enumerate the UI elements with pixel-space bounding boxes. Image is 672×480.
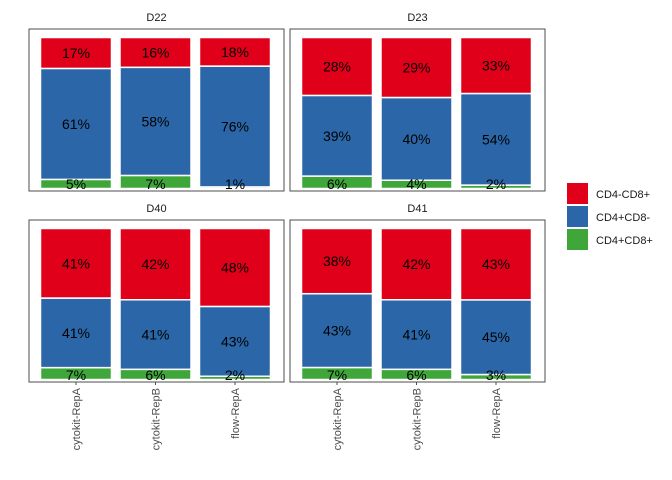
facet-panel-d23: D23 6% 39% 28% 4% 40% 29% 2% 54% 33% xyxy=(289,12,546,192)
data-label: 43% xyxy=(323,323,351,339)
panel-border xyxy=(28,28,285,192)
data-label: 43% xyxy=(221,333,249,349)
bar-segment xyxy=(39,297,113,369)
x-tick-label: cytokit-RepB xyxy=(412,388,424,450)
bar-segment xyxy=(380,36,453,99)
panel-title: D22 xyxy=(146,12,166,24)
bar-segment xyxy=(300,292,374,369)
data-label: 16% xyxy=(141,44,169,60)
panel-border xyxy=(28,219,285,383)
data-label: 28% xyxy=(323,58,351,74)
data-label: 76% xyxy=(221,119,249,135)
bar-segment xyxy=(198,36,272,67)
data-label: 18% xyxy=(221,44,249,60)
bar-segment xyxy=(39,67,113,181)
data-label: 38% xyxy=(323,253,351,269)
data-label: 54% xyxy=(482,131,510,147)
data-label: 41% xyxy=(402,327,430,343)
bar-segment xyxy=(459,36,533,95)
bar-segment xyxy=(119,36,192,69)
data-label: 4% xyxy=(406,176,426,192)
bar-segment xyxy=(459,92,533,186)
legend: CD4-CD8+ CD4+CD8- CD4+CD8+ xyxy=(567,183,653,250)
facet-panel-d41: D41 7% 43% 38% 6% 41% 42% 3% 45% 43% xyxy=(289,203,546,383)
data-label: 6% xyxy=(145,367,165,383)
x-tick-label: flow-RepA xyxy=(230,387,242,438)
x-tick-label: cytokit-RepA xyxy=(332,387,344,450)
data-label: 42% xyxy=(141,256,169,272)
bar-segment xyxy=(380,96,453,181)
bar-segment xyxy=(380,227,453,301)
data-label: 5% xyxy=(66,176,86,192)
panel-border xyxy=(289,219,546,383)
facet-panel-d22: D22 5% 61% 17% 7% 58% 16% 1% 76% 18% xyxy=(28,12,285,192)
data-label: 48% xyxy=(221,259,249,275)
data-label: 6% xyxy=(406,367,426,383)
data-label: 2% xyxy=(225,367,245,383)
bar-segment xyxy=(198,65,272,188)
panel-title: D41 xyxy=(407,203,427,215)
data-label: 58% xyxy=(141,113,169,129)
x-tick-label: cytokit-RepB xyxy=(151,388,163,450)
bar-segment xyxy=(198,227,272,308)
x-tick-label: cytokit-RepA xyxy=(71,387,83,450)
bar-segment xyxy=(380,299,453,371)
data-label: 39% xyxy=(323,128,351,144)
data-label: 33% xyxy=(482,57,510,73)
data-label: 41% xyxy=(62,325,90,341)
panel-border xyxy=(289,28,546,192)
data-label: 1% xyxy=(225,176,245,192)
legend-label: CD4-CD8+ xyxy=(596,189,650,201)
panel-title: D40 xyxy=(146,203,166,215)
panel-title: D23 xyxy=(407,12,427,24)
facet-panel-d40: D40 7% 41% 41% 6% 41% 42% 2% 43% 48% xyxy=(28,203,285,383)
data-label: 29% xyxy=(402,59,430,75)
legend-swatch xyxy=(567,229,588,250)
legend-label: CD4+CD8- xyxy=(596,212,650,224)
data-label: 41% xyxy=(62,255,90,271)
bar-segment xyxy=(119,66,192,177)
bar-segment xyxy=(119,227,192,301)
data-label: 3% xyxy=(486,367,506,383)
bar-segment xyxy=(459,227,533,301)
bar-segment xyxy=(119,299,192,371)
legend-swatch xyxy=(567,183,588,204)
data-label: 17% xyxy=(62,45,90,61)
data-label: 61% xyxy=(62,116,90,132)
legend-swatch xyxy=(567,206,588,227)
data-label: 7% xyxy=(327,367,347,383)
legend-label: CD4+CD8+ xyxy=(596,235,653,247)
data-label: 43% xyxy=(482,256,510,272)
data-label: 7% xyxy=(66,367,86,383)
data-label: 42% xyxy=(402,256,430,272)
data-label: 7% xyxy=(145,176,165,192)
data-label: 45% xyxy=(482,329,510,345)
bar-segment xyxy=(300,227,374,295)
x-tick-label: flow-RepA xyxy=(491,387,503,438)
bar-segment xyxy=(39,36,113,70)
data-label: 41% xyxy=(141,327,169,343)
data-label: 2% xyxy=(486,176,506,192)
bar-segment xyxy=(459,299,533,376)
bar-segment xyxy=(39,227,113,299)
bar-segment xyxy=(300,36,374,97)
bar-segment xyxy=(300,94,374,177)
data-label: 6% xyxy=(327,176,347,192)
data-label: 40% xyxy=(402,131,430,147)
